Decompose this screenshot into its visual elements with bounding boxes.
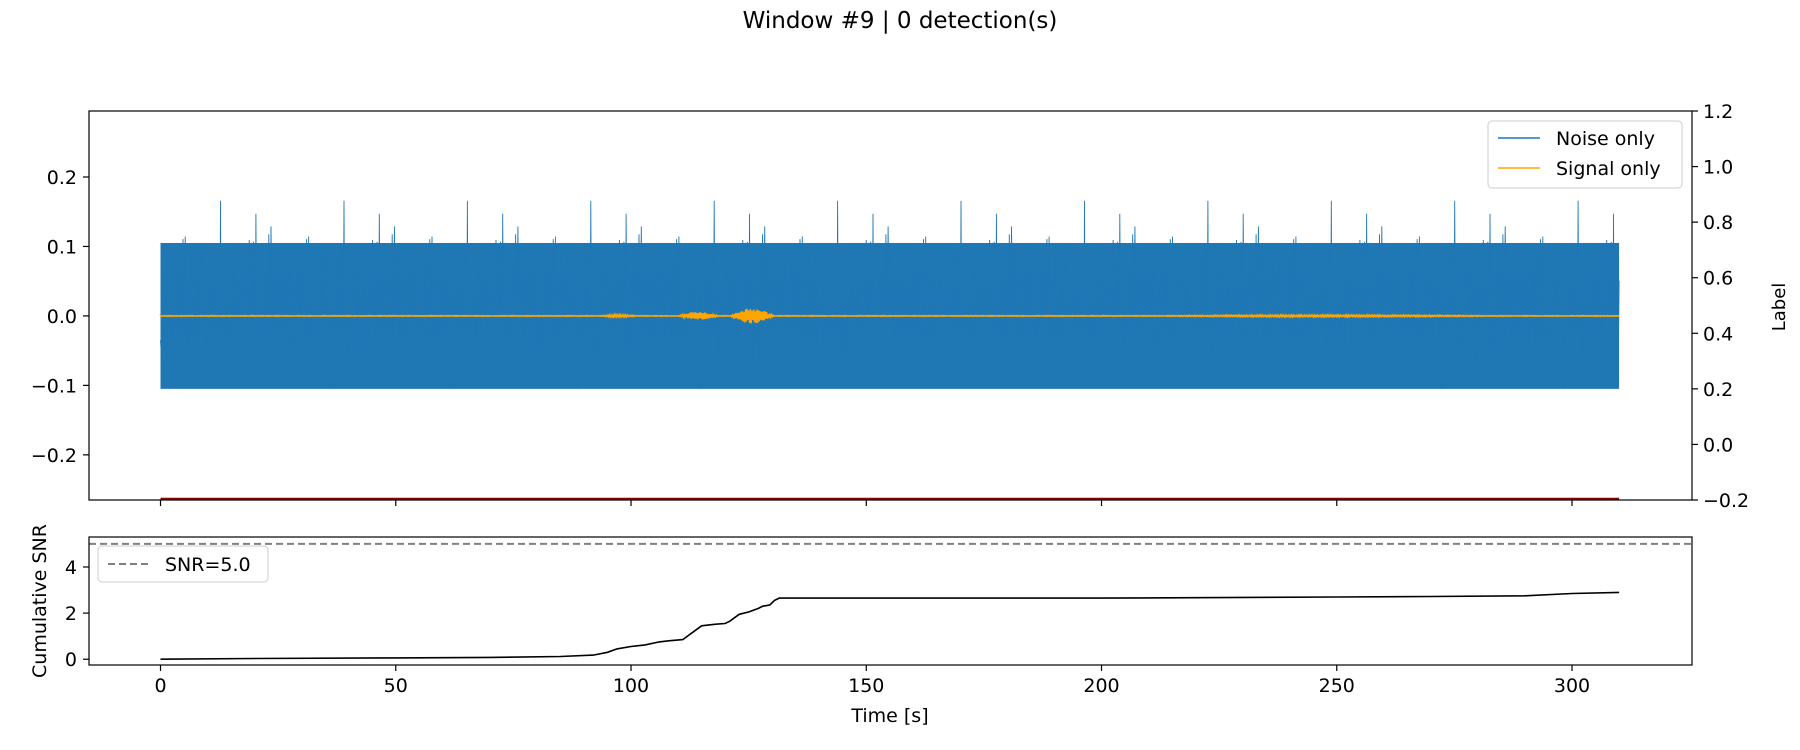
noise-series-line bbox=[160, 200, 1620, 389]
snr-y-tick-label: 2 bbox=[65, 603, 77, 625]
label-axis-tick-label: 1.0 bbox=[1703, 157, 1733, 179]
waveform-y-tick-label: −0.2 bbox=[31, 445, 77, 467]
snr-x-tick-label: 150 bbox=[848, 675, 884, 697]
waveform-x-ticks bbox=[159, 500, 1573, 506]
label-axis-tick-label: 0.6 bbox=[1703, 268, 1733, 290]
snr-y-tick-label: 0 bbox=[65, 649, 77, 671]
label-axis-tick-label: 0.2 bbox=[1703, 379, 1733, 401]
cumulative-snr-line bbox=[160, 591, 1620, 660]
snr-y-ticks: 4 2 0 bbox=[65, 557, 89, 671]
snr-x-tick-label: 50 bbox=[384, 675, 408, 697]
snr-x-ticks: 0 50 100 150 200 250 300 bbox=[154, 665, 1590, 697]
figure-title: Window #9 | 0 detection(s) bbox=[742, 8, 1058, 34]
cumulative-snr-plot bbox=[89, 542, 1692, 660]
waveform-legend: Noise only Signal only bbox=[1487, 120, 1683, 189]
snr-legend: SNR=5.0 bbox=[97, 545, 269, 583]
waveform-y-tick-label: −0.1 bbox=[31, 375, 77, 397]
snr-x-tick-label: 100 bbox=[613, 675, 649, 697]
label-axis-tick-label: 0.4 bbox=[1703, 323, 1733, 345]
snr-x-tick-label: 300 bbox=[1554, 675, 1590, 697]
label-axis-title: Label bbox=[1769, 283, 1790, 332]
signal-series-line bbox=[159, 308, 1620, 324]
waveform-y-ticks: 0.2 0.1 0.0 −0.1 −0.2 bbox=[31, 167, 89, 467]
legend-label-threshold: SNR=5.0 bbox=[165, 554, 251, 576]
label-axis-ticks: 1.2 1.0 0.8 0.6 0.4 0.2 0.0 −0.2 bbox=[1692, 101, 1749, 512]
legend-label-signal: Signal only bbox=[1556, 158, 1661, 180]
snr-y-axis-title: Cumulative SNR bbox=[29, 524, 51, 678]
x-axis-title: Time [s] bbox=[850, 705, 928, 727]
snr-x-tick-label: 250 bbox=[1319, 675, 1355, 697]
snr-x-tick-label: 200 bbox=[1083, 675, 1119, 697]
label-axis-tick-label: 0.8 bbox=[1703, 212, 1733, 234]
waveform-axes-frame bbox=[88, 110, 1693, 501]
snr-y-tick-label: 4 bbox=[65, 557, 77, 579]
waveform-plot bbox=[159, 200, 1620, 500]
label-axis-tick-label: −0.2 bbox=[1703, 490, 1749, 512]
waveform-y-tick-label: 0.2 bbox=[47, 167, 77, 189]
legend-label-noise: Noise only bbox=[1556, 128, 1655, 150]
snr-axes-frame bbox=[88, 536, 1693, 666]
waveform-y-tick-label: 0.0 bbox=[47, 306, 77, 328]
snr-x-tick-label: 0 bbox=[154, 675, 166, 697]
label-axis-tick-label: 0.0 bbox=[1703, 434, 1733, 456]
label-axis-tick-label: 1.2 bbox=[1703, 101, 1733, 123]
waveform-y-tick-label: 0.1 bbox=[47, 236, 77, 258]
